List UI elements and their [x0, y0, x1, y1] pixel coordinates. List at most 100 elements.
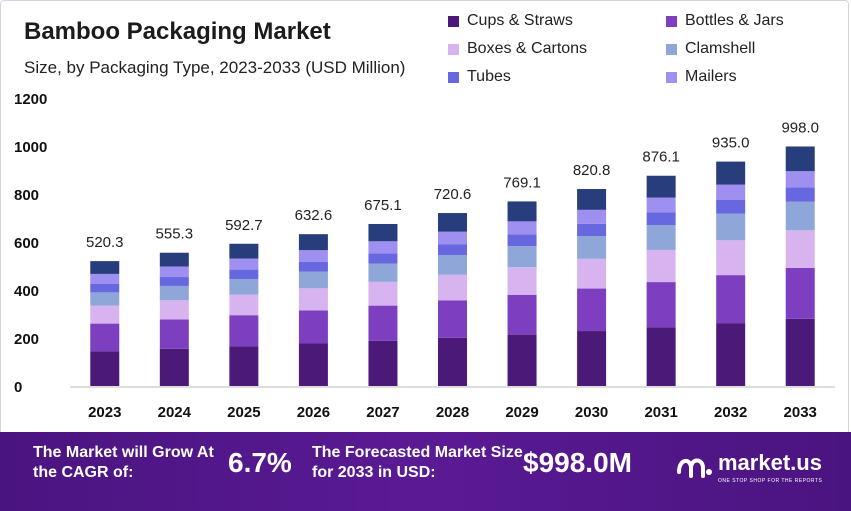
bar-segment-tubes: [298, 261, 328, 272]
bar-segment-top: [159, 252, 189, 267]
bar-segment-clamshell: [577, 236, 607, 259]
bar-segment-boxes-cartons: [438, 274, 467, 301]
legend-label: Mailers: [685, 68, 737, 85]
x-tick-label: 2032: [714, 404, 747, 421]
bar-segment-cups-straws: [438, 337, 467, 386]
bar-segment-bottles-jars: [368, 305, 398, 341]
brand-tagline: ONE STOP SHOP FOR THE REPORTS: [718, 478, 823, 484]
bar-segment-boxes-cartons: [368, 281, 398, 306]
footer-size-text: The Forecasted Market Size for 2033 in U…: [312, 444, 523, 481]
bar-total-label: 555.3: [156, 226, 194, 243]
y-tick-label: 400: [14, 283, 39, 300]
bar-segment-top: [785, 146, 815, 172]
bar-segment-top: [577, 189, 607, 210]
y-tick-label: 1000: [14, 139, 47, 156]
y-tick-label: 200: [14, 331, 39, 348]
bar-segment-cups-straws: [90, 351, 120, 386]
x-tick-label: 2023: [88, 404, 121, 421]
bar-total-label: 820.8: [573, 162, 611, 179]
footer-cagr-text: The Market will Grow At the CAGR of:: [33, 444, 214, 481]
y-tick-label: 0: [14, 379, 22, 396]
legend-item-bottles-jars: Bottles & Jars: [666, 12, 784, 30]
bar-segment-cups-straws: [507, 334, 537, 386]
bar-segment-bottles-jars: [646, 282, 676, 328]
bar-segment-bottles-jars: [507, 294, 537, 335]
bar-segment-clamshell: [438, 254, 467, 275]
y-tick-label: 800: [14, 187, 39, 204]
bar-segment-mailers: [298, 250, 328, 262]
bar-segment-tubes: [716, 200, 746, 214]
bar-segment-bottles-jars: [159, 319, 189, 349]
legend-label: Boxes & Cartons: [467, 40, 588, 57]
legend-label: Bottles & Jars: [685, 12, 784, 29]
bar-total-label: 632.6: [295, 207, 333, 224]
bar-segment-cups-straws: [159, 348, 189, 386]
bar-segment-clamshell: [507, 246, 537, 268]
x-tick-label: 2033: [784, 404, 817, 421]
footer-size-value: $998.0M: [523, 447, 632, 478]
bar-segment-boxes-cartons: [716, 240, 746, 276]
bar-segment-mailers: [507, 221, 537, 235]
brand-icon: [677, 458, 712, 478]
chart-legend: Cups & Straws Bottles & Jars Boxes & Car…: [448, 12, 848, 96]
legend-item-mailers: Mailers: [666, 68, 737, 86]
bar-segment-cups-straws: [785, 318, 815, 386]
bar-segment-mailers: [159, 266, 189, 278]
x-tick-label: 2028: [436, 404, 469, 421]
legend-swatch: [666, 15, 677, 27]
legend-swatch: [448, 71, 459, 83]
x-tick-label: 2024: [158, 404, 192, 421]
x-tick-label: 2026: [297, 404, 330, 421]
bar-segment-boxes-cartons: [577, 258, 607, 289]
bar-segment-tubes: [438, 244, 467, 255]
bar-segment-top: [298, 234, 328, 251]
chart-subtitle: Size, by Packaging Type, 2023-2033 (USD …: [24, 58, 406, 77]
x-tick-label: 2029: [505, 404, 538, 421]
bar-total-label: 720.6: [434, 186, 472, 203]
bar-segment-clamshell: [298, 271, 328, 289]
legend-swatch: [666, 43, 677, 55]
bar-segment-cups-straws: [646, 327, 676, 386]
bar-segment-cups-straws: [368, 340, 398, 386]
bar-total-label: 935.0: [712, 135, 750, 152]
bar-segment-clamshell: [785, 201, 815, 231]
bar-segment-tubes: [577, 223, 607, 236]
legend-item-cups-straws: Cups & Straws: [448, 12, 573, 30]
bar-total-label: 675.1: [364, 197, 402, 214]
bar-segment-cups-straws: [229, 346, 259, 386]
bar-segment-clamshell: [90, 292, 120, 306]
legend-swatch: [666, 71, 677, 83]
bar-segment-boxes-cartons: [507, 267, 537, 295]
brand-logo[interactable]: market.us ONE STOP SHOP FOR THE REPORTS: [676, 450, 836, 490]
bar-segment-bottles-jars: [298, 310, 328, 344]
bar-segment-mailers: [716, 184, 746, 200]
bar-total-label: 998.0: [781, 119, 819, 136]
x-tick-label: 2025: [227, 404, 260, 421]
bar-total-label: 592.7: [225, 217, 263, 234]
y-tick-label: 1200: [14, 91, 47, 108]
bar-segment-cups-straws: [716, 323, 746, 386]
bar-segment-mailers: [785, 171, 815, 188]
legend-label: Clamshell: [685, 40, 756, 57]
stacked-bar-chart: 0 200 400 600 800 1000 1200 520.3 2023 555.3 2024 5…: [14, 91, 835, 421]
legend-label: Cups & Straws: [467, 12, 573, 29]
bar-segment-cups-straws: [577, 331, 607, 386]
bar-segment-clamshell: [646, 225, 676, 250]
bar-segment-boxes-cartons: [229, 294, 259, 316]
bar-segment-bottles-jars: [229, 315, 259, 347]
bar-segment-mailers: [577, 209, 607, 224]
bar-segment-clamshell: [368, 263, 398, 282]
bar-segment-bottles-jars: [90, 323, 120, 352]
bar-segment-top: [368, 223, 398, 242]
bar-segment-top: [229, 243, 259, 259]
legend-item-clamshell: Clamshell: [666, 40, 755, 58]
bar-total-label: 769.1: [503, 174, 541, 191]
bar-segment-top: [507, 201, 537, 222]
bar-segment-mailers: [368, 241, 398, 254]
bar-segment-boxes-cartons: [298, 288, 328, 311]
y-tick-label: 600: [14, 235, 39, 252]
legend-label: Tubes: [467, 68, 511, 85]
bar-segment-cups-straws: [298, 343, 328, 386]
bar-segment-tubes: [785, 187, 815, 202]
legend-item-tubes: Tubes: [448, 68, 511, 86]
